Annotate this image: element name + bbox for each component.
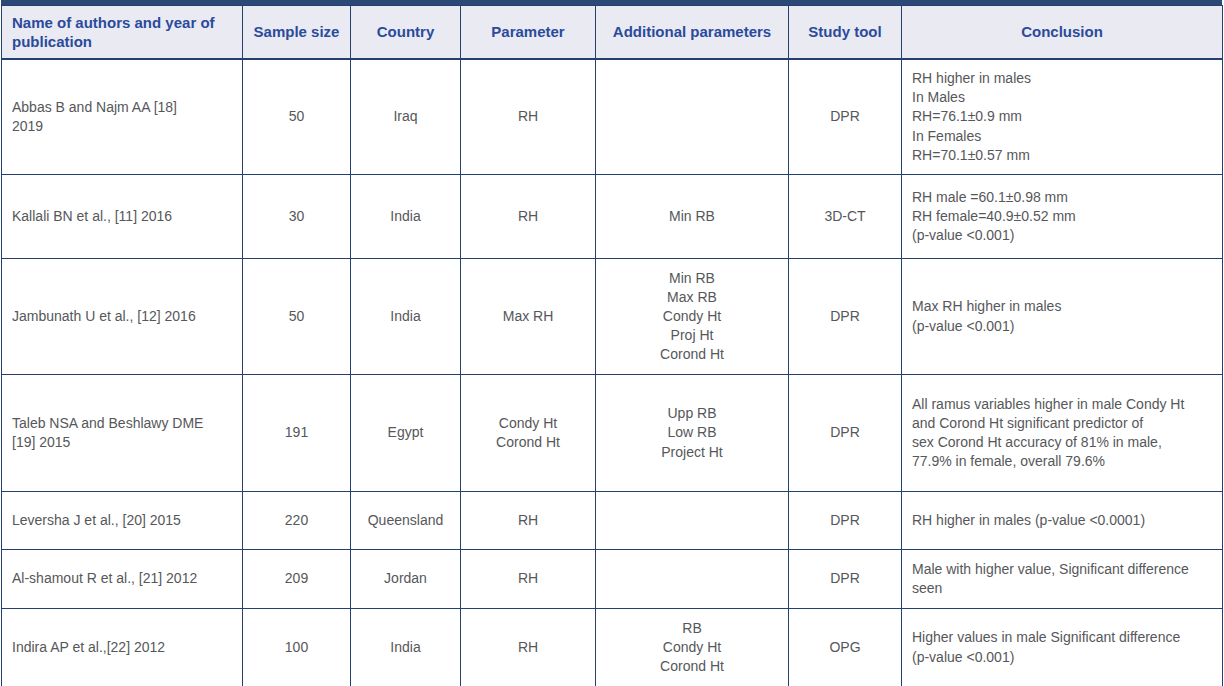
column-header-additional-parameters: Additional parameters [596, 6, 789, 60]
cell-conclusion: All ramus variables higher in male Condy… [902, 375, 1223, 492]
cell-study-tool: OPG [789, 609, 902, 686]
column-header-study-tool: Study tool [789, 6, 902, 60]
cell-sample-size: 50 [243, 59, 351, 175]
table-figure: Name of authors and year of publication … [1, 0, 1222, 686]
cell-authors: Leversha J et al., [20] 2015 [2, 492, 243, 550]
table-row: Taleb NSA and Beshlawy DME [19] 2015191E… [2, 375, 1223, 492]
cell-sample-size: 191 [243, 375, 351, 492]
table-row: Al-shamout R et al., [21] 2012209JordanR… [2, 550, 1223, 609]
cell-country: Queensland [351, 492, 461, 550]
cell-parameter: Condy Ht Corond Ht [461, 375, 596, 492]
column-header-authors: Name of authors and year of publication [2, 6, 243, 60]
column-header-conclusion: Conclusion [902, 6, 1223, 60]
cell-parameter: Max RH [461, 259, 596, 375]
cell-parameter: RH [461, 609, 596, 686]
cell-study-tool: DPR [789, 492, 902, 550]
table-row: Kallali BN et al., [11] 201630IndiaRHMin… [2, 175, 1223, 259]
cell-conclusion: Male with higher value, Significant diff… [902, 550, 1223, 609]
cell-additional-parameters: Min RB [596, 175, 789, 259]
cell-study-tool: DPR [789, 59, 902, 175]
cell-sample-size: 50 [243, 259, 351, 375]
cell-sample-size: 209 [243, 550, 351, 609]
cell-authors: Taleb NSA and Beshlawy DME [19] 2015 [2, 375, 243, 492]
cell-additional-parameters: RB Condy Ht Corond Ht [596, 609, 789, 686]
table-row: Leversha J et al., [20] 2015220Queenslan… [2, 492, 1223, 550]
cell-study-tool: 3D-CT [789, 175, 902, 259]
cell-study-tool: DPR [789, 375, 902, 492]
cell-country: Iraq [351, 59, 461, 175]
cell-parameter: RH [461, 59, 596, 175]
cell-country: India [351, 609, 461, 686]
cell-sample-size: 100 [243, 609, 351, 686]
cell-parameter: RH [461, 550, 596, 609]
cell-parameter: RH [461, 492, 596, 550]
cell-authors: Jambunath U et al., [12] 2016 [2, 259, 243, 375]
cell-additional-parameters: Min RB Max RB Condy Ht Proj Ht Corond Ht [596, 259, 789, 375]
cell-conclusion: RH male =60.1±0.98 mm RH female=40.9±0.5… [902, 175, 1223, 259]
cell-country: Jordan [351, 550, 461, 609]
cell-authors: Abbas B and Najm AA [18] 2019 [2, 59, 243, 175]
cell-conclusion: RH higher in males (p-value <0.0001) [902, 492, 1223, 550]
cell-authors: Indira AP et al.,[22] 2012 [2, 609, 243, 686]
cell-study-tool: DPR [789, 550, 902, 609]
cell-country: India [351, 259, 461, 375]
table-row: Jambunath U et al., [12] 201650IndiaMax … [2, 259, 1223, 375]
header-row: Name of authors and year of publication … [2, 6, 1223, 60]
cell-sample-size: 30 [243, 175, 351, 259]
column-header-country: Country [351, 6, 461, 60]
cell-conclusion: Max RH higher in males (p-value <0.001) [902, 259, 1223, 375]
cell-sample-size: 220 [243, 492, 351, 550]
cell-additional-parameters [596, 550, 789, 609]
cell-country: India [351, 175, 461, 259]
cell-additional-parameters: Upp RB Low RB Project Ht [596, 375, 789, 492]
table-row: Indira AP et al.,[22] 2012100IndiaRHRB C… [2, 609, 1223, 686]
cell-authors: Al-shamout R et al., [21] 2012 [2, 550, 243, 609]
table-header: Name of authors and year of publication … [2, 6, 1223, 60]
column-header-parameter: Parameter [461, 6, 596, 60]
cell-parameter: RH [461, 175, 596, 259]
column-header-sample-size: Sample size [243, 6, 351, 60]
ramus-height-study-table: Name of authors and year of publication … [1, 5, 1223, 686]
cell-conclusion: Higher values in male Significant differ… [902, 609, 1223, 686]
cell-additional-parameters [596, 492, 789, 550]
table-row: Abbas B and Najm AA [18] 201950IraqRH DPR… [2, 59, 1223, 175]
cell-study-tool: DPR [789, 259, 902, 375]
cell-conclusion: RH higher in males In Males RH=76.1±0.9 … [902, 59, 1223, 175]
cell-additional-parameters [596, 59, 789, 175]
cell-country: Egypt [351, 375, 461, 492]
table-body: Abbas B and Najm AA [18] 201950IraqRHDPR… [2, 59, 1223, 686]
cell-authors: Kallali BN et al., [11] 2016 [2, 175, 243, 259]
